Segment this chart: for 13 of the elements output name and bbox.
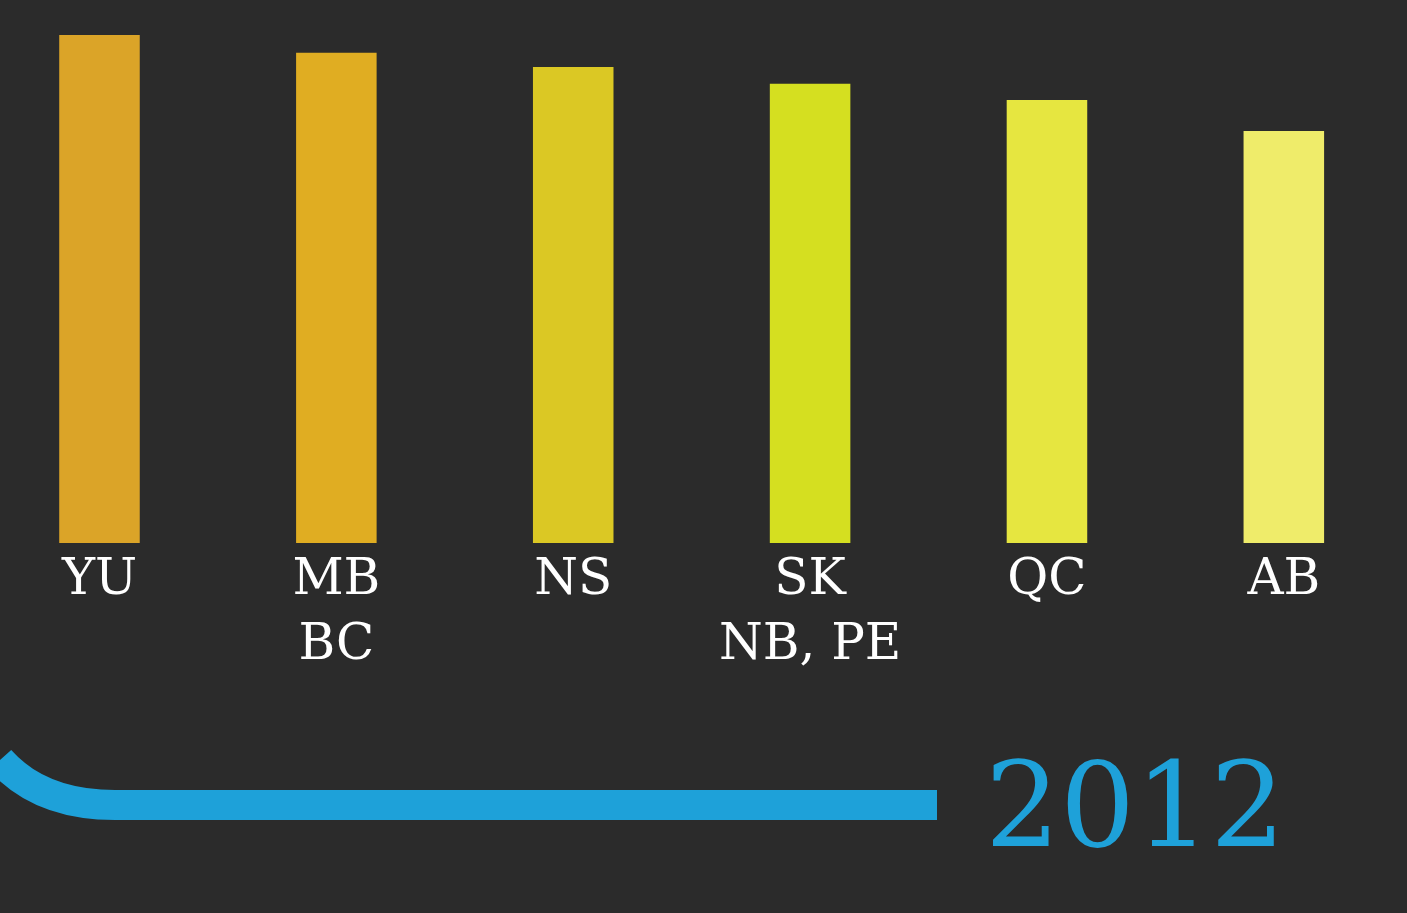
bar [59,35,140,543]
x-tick-label: MB BC [292,548,381,671]
bar [532,67,614,543]
bar [1243,131,1325,543]
bar [1006,100,1088,543]
x-tick-label: SK NB, PE [718,548,902,671]
bar [769,83,851,543]
bar [296,52,377,543]
x-tick-label: YU [60,548,138,606]
x-tick-label: QC [1007,548,1087,606]
x-tick-label: AB [1246,548,1321,606]
x-tick-label: NS [534,548,613,606]
text: 2012 [985,736,1286,874]
